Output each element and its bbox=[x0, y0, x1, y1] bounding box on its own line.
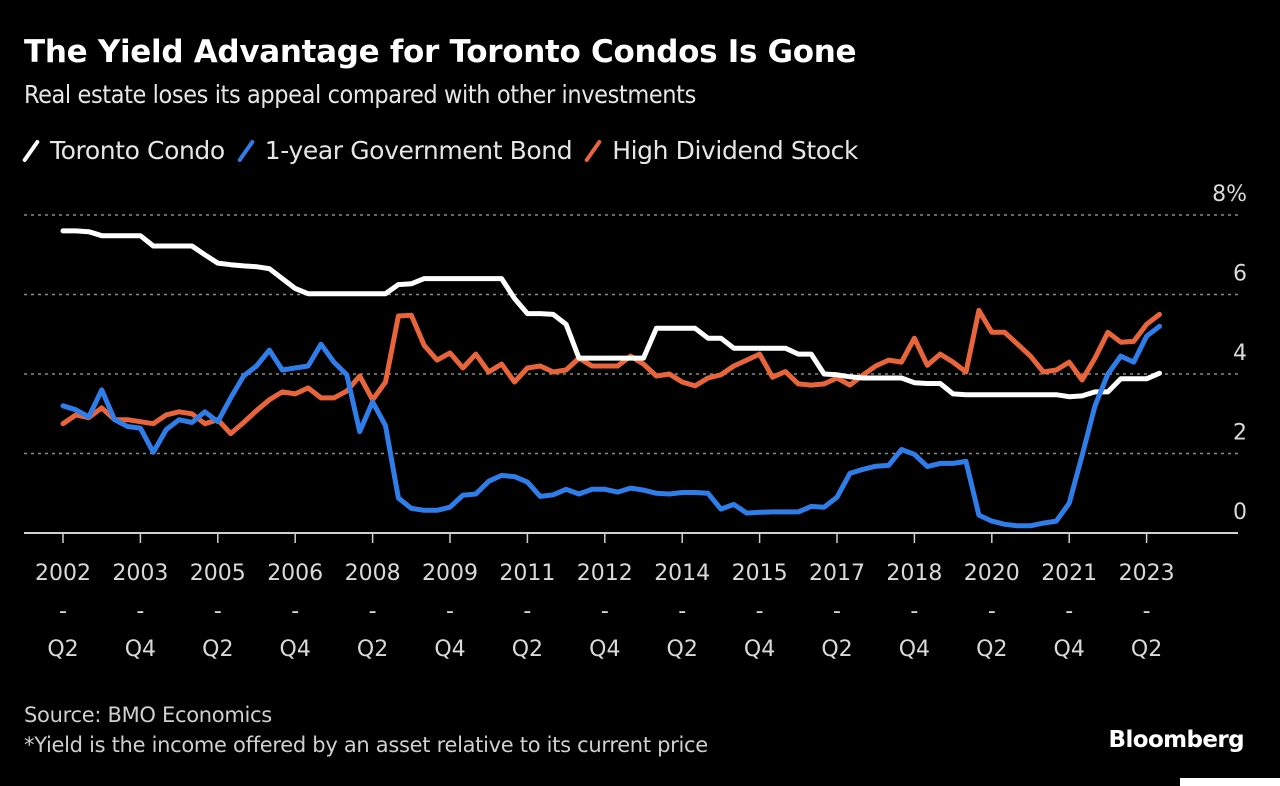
x-axis: 2002 - Q2 2003 - Q4 2005 - Q2 2006 - Q4 2008 - Q2 2009 -… bbox=[24, 532, 1238, 662]
x-tick-separator: - bbox=[1143, 599, 1151, 624]
footnote: *Yield is the income offered by an asset… bbox=[24, 733, 708, 757]
y-tick-label: 2 bbox=[1233, 421, 1247, 446]
x-tick-label-line: Q2 bbox=[47, 637, 78, 662]
x-tick-label: 2005 - Q2 bbox=[190, 561, 246, 662]
x-tick-separator: - bbox=[756, 599, 764, 624]
x-tick-separator: - bbox=[59, 599, 67, 624]
x-tick-separator: - bbox=[446, 599, 454, 624]
x-tick-label-line: 2018 bbox=[886, 561, 942, 586]
x-tick-label: 2002 - Q2 bbox=[35, 561, 91, 662]
y-tick-label: 4 bbox=[1233, 341, 1247, 366]
x-tick-label-line: Q4 bbox=[1054, 637, 1085, 662]
x-tick-label: 2018 - Q4 bbox=[886, 561, 942, 662]
x-tick-label-line: 2002 bbox=[35, 561, 91, 586]
chart-subtitle: Real estate loses its appeal compared wi… bbox=[24, 80, 696, 109]
x-tick-label: 2012 - Q4 bbox=[577, 561, 633, 662]
x-tick-label: 2009 - Q4 bbox=[422, 561, 478, 662]
series-line-high-dividend-stock bbox=[60, 307, 1162, 437]
legend-item-government-bond: 1-year Government Bond bbox=[239, 136, 573, 165]
x-tick-separator: - bbox=[988, 599, 996, 624]
legend-item-toronto-condo: Toronto Condo bbox=[24, 136, 225, 165]
corner-decoration bbox=[1180, 778, 1280, 786]
x-tick-label-line: 2014 bbox=[654, 561, 710, 586]
x-tick-label-line: 2017 bbox=[809, 561, 865, 586]
series-line-1-year-government-bond bbox=[60, 323, 1162, 529]
x-tick-label: 2020 - Q2 bbox=[964, 561, 1020, 662]
x-tick-label-line: Q4 bbox=[434, 637, 465, 662]
x-tick-label: 2003 - Q4 bbox=[112, 561, 168, 662]
chart-title: The Yield Advantage for Toronto Condos I… bbox=[24, 34, 857, 70]
x-tick-label-line: 2008 bbox=[345, 561, 401, 586]
x-tick-label: 2011 - Q2 bbox=[499, 561, 555, 662]
bloomberg-logo: Bloomberg bbox=[1108, 727, 1245, 753]
x-tick-separator: - bbox=[291, 599, 299, 624]
x-tick-label: 2008 - Q2 bbox=[345, 561, 401, 662]
x-tick-label-line: Q4 bbox=[280, 637, 311, 662]
x-tick-label-line: Q2 bbox=[202, 637, 233, 662]
x-tick-label-line: 2005 bbox=[190, 561, 246, 586]
x-tick-label-line: Q2 bbox=[512, 637, 543, 662]
x-tick-label-line: Q2 bbox=[667, 637, 698, 662]
x-tick-label-line: 2003 bbox=[112, 561, 168, 586]
x-tick-separator: - bbox=[910, 599, 918, 624]
x-tick-label-line: Q4 bbox=[589, 637, 620, 662]
legend-item-dividend-stock: High Dividend Stock bbox=[586, 136, 858, 165]
x-tick-label-line: Q4 bbox=[744, 637, 775, 662]
x-tick-label-line: 2020 bbox=[964, 561, 1020, 586]
x-tick-label: 2015 - Q4 bbox=[732, 561, 788, 662]
x-tick-separator: - bbox=[678, 599, 686, 624]
y-axis: 8% 6 4 2 0 bbox=[1212, 182, 1247, 525]
x-tick-label-line: Q2 bbox=[1131, 637, 1162, 662]
x-tick-separator: - bbox=[369, 599, 377, 624]
series-line-toronto-condo bbox=[60, 228, 1162, 400]
x-tick-separator: - bbox=[833, 599, 841, 624]
x-tick-separator: - bbox=[136, 599, 144, 624]
x-tick-separator: - bbox=[1065, 599, 1073, 624]
source-note: Source: BMO Economics bbox=[24, 703, 272, 727]
gridlines bbox=[24, 214, 1238, 455]
x-tick-separator: - bbox=[214, 599, 222, 624]
x-tick-label-line: Q4 bbox=[125, 637, 156, 662]
x-tick-label-line: 2011 bbox=[499, 561, 555, 586]
x-tick-label: 2006 - Q4 bbox=[267, 561, 323, 662]
y-tick-label: 6 bbox=[1233, 262, 1247, 287]
legend-label: High Dividend Stock bbox=[612, 136, 859, 165]
series-lines bbox=[60, 228, 1162, 529]
x-tick-label-line: Q4 bbox=[899, 637, 930, 662]
legend: Toronto Condo 1-year Government Bond Hig… bbox=[24, 136, 872, 165]
x-tick-label-line: 2006 bbox=[267, 561, 323, 586]
x-tick-label-line: Q2 bbox=[976, 637, 1007, 662]
x-tick-separator: - bbox=[523, 599, 531, 624]
x-tick-label: 2021 - Q4 bbox=[1041, 561, 1097, 662]
y-tick-label: 0 bbox=[1233, 500, 1247, 525]
y-tick-label: 8% bbox=[1212, 182, 1247, 207]
x-tick-label-line: 2009 bbox=[422, 561, 478, 586]
x-tick-label-line: 2012 bbox=[577, 561, 633, 586]
x-tick-label-line: 2021 bbox=[1041, 561, 1097, 586]
legend-label: 1-year Government Bond bbox=[264, 136, 573, 165]
x-tick-label-line: Q2 bbox=[357, 637, 388, 662]
x-tick-separator: - bbox=[601, 599, 609, 624]
x-tick-label: 2014 - Q2 bbox=[654, 561, 710, 662]
x-tick-label-line: Q2 bbox=[821, 637, 852, 662]
x-tick-label: 2017 - Q2 bbox=[809, 561, 865, 662]
x-tick-label-line: 2023 bbox=[1119, 561, 1175, 586]
x-tick-label-line: 2015 bbox=[732, 561, 788, 586]
x-tick-label: 2023 - Q2 bbox=[1119, 561, 1175, 662]
legend-label: Toronto Condo bbox=[50, 136, 225, 165]
